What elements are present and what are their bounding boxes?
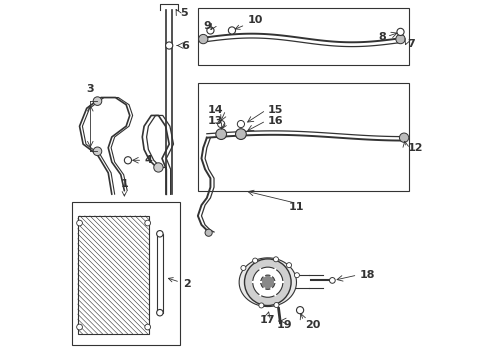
- Text: 7: 7: [407, 39, 415, 49]
- Circle shape: [241, 265, 245, 270]
- Text: 16: 16: [267, 116, 283, 126]
- Circle shape: [156, 230, 163, 237]
- Circle shape: [165, 42, 172, 49]
- Circle shape: [273, 257, 278, 262]
- Circle shape: [258, 303, 264, 308]
- Text: 6: 6: [182, 41, 189, 50]
- Text: 11: 11: [288, 202, 304, 212]
- Circle shape: [396, 28, 403, 36]
- Circle shape: [77, 324, 82, 330]
- Circle shape: [244, 259, 290, 306]
- Circle shape: [252, 267, 282, 297]
- Circle shape: [144, 220, 150, 226]
- Circle shape: [156, 310, 163, 316]
- Circle shape: [237, 121, 244, 128]
- Circle shape: [217, 121, 224, 128]
- Text: 9: 9: [203, 21, 211, 31]
- Text: 3: 3: [86, 84, 94, 94]
- Circle shape: [329, 278, 335, 283]
- Bar: [72, 202, 180, 345]
- Text: 1: 1: [120, 179, 128, 196]
- Circle shape: [124, 157, 131, 164]
- Circle shape: [286, 263, 291, 267]
- Text: 14: 14: [207, 105, 223, 115]
- Circle shape: [294, 273, 299, 278]
- Text: 8: 8: [378, 32, 386, 41]
- Bar: [78, 216, 149, 334]
- Circle shape: [206, 27, 214, 34]
- Circle shape: [93, 97, 102, 105]
- Circle shape: [252, 258, 257, 263]
- Text: 15: 15: [267, 105, 283, 115]
- Text: 10: 10: [235, 15, 263, 30]
- Circle shape: [93, 147, 102, 156]
- Text: 17: 17: [260, 315, 275, 325]
- Circle shape: [235, 129, 246, 139]
- Circle shape: [296, 307, 303, 314]
- Text: 5: 5: [180, 8, 187, 18]
- Circle shape: [395, 35, 405, 44]
- Bar: [198, 83, 408, 191]
- Circle shape: [215, 129, 226, 139]
- Text: 4: 4: [144, 155, 152, 165]
- Polygon shape: [239, 258, 296, 307]
- Circle shape: [228, 27, 235, 34]
- Circle shape: [399, 133, 408, 142]
- Text: 12: 12: [407, 143, 422, 153]
- Text: 18: 18: [359, 270, 374, 280]
- Circle shape: [273, 302, 278, 307]
- Text: 2: 2: [168, 278, 190, 289]
- Circle shape: [153, 163, 163, 172]
- Circle shape: [77, 220, 82, 226]
- Circle shape: [198, 35, 207, 44]
- Bar: [156, 234, 163, 313]
- Text: 19: 19: [276, 320, 292, 330]
- Circle shape: [260, 275, 274, 289]
- Bar: [198, 8, 408, 65]
- Text: 13: 13: [207, 116, 223, 126]
- Text: 20: 20: [304, 320, 320, 330]
- Circle shape: [144, 324, 150, 330]
- Circle shape: [204, 229, 212, 236]
